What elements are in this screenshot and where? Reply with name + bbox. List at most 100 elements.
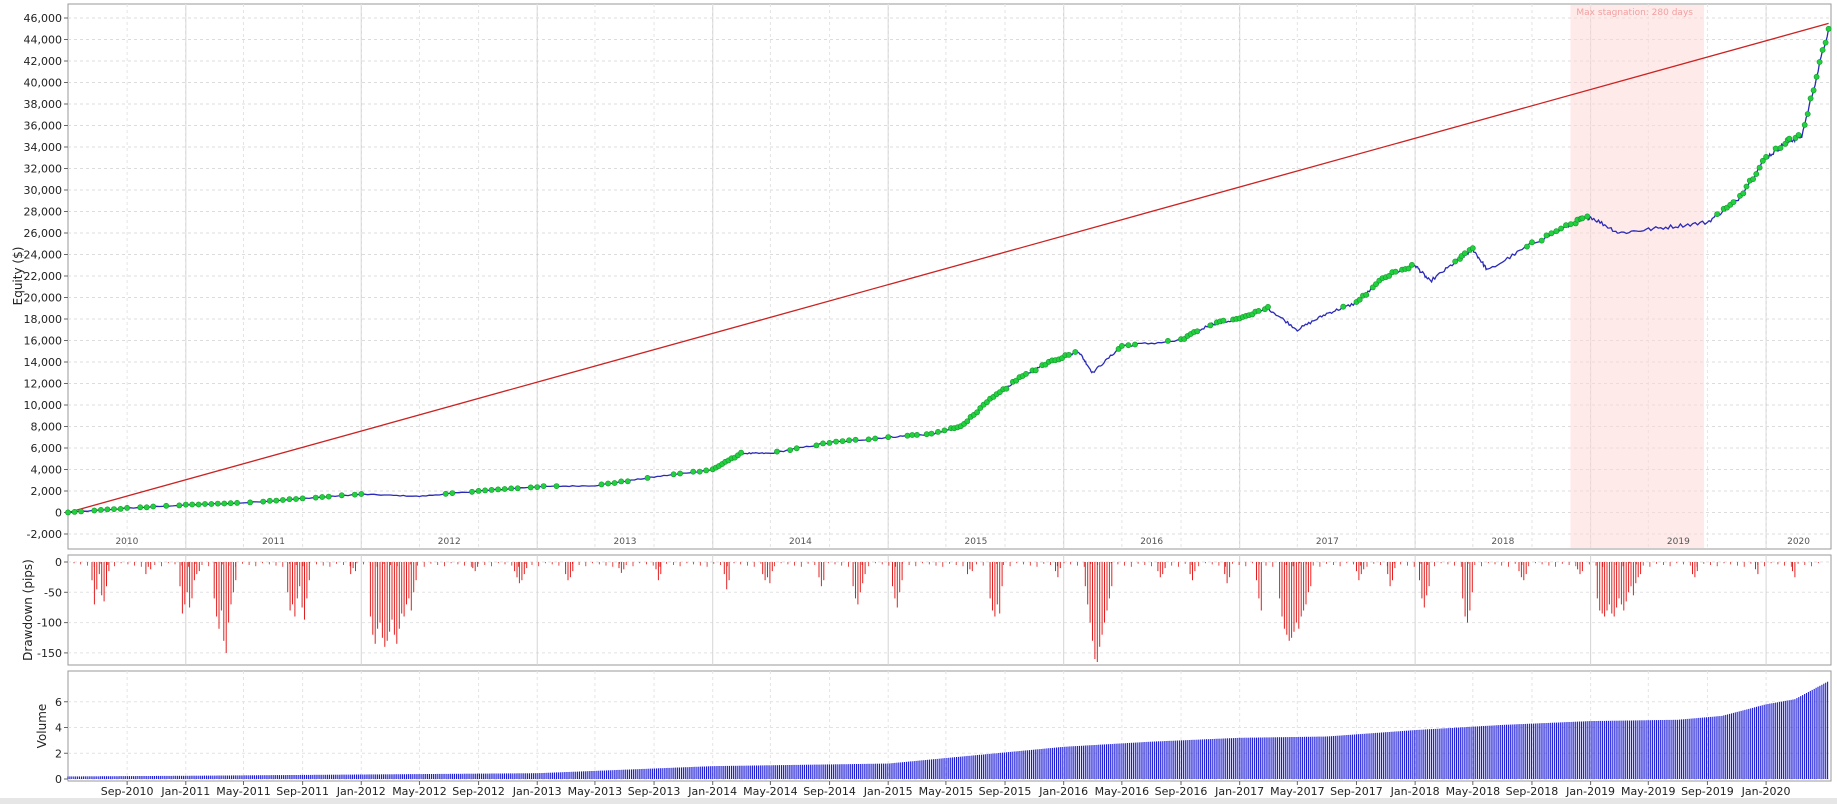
new-high-marker — [293, 496, 299, 502]
equity-y-axis-label: Equity ($) — [11, 247, 25, 306]
equity-tick-label: 42,000 — [24, 55, 63, 68]
month-tick-label: Jan-2011 — [160, 785, 210, 798]
new-high-marker — [1819, 47, 1826, 53]
volume-tick-label: 2 — [55, 747, 62, 760]
year-label: 2016 — [1140, 537, 1163, 547]
new-high-marker — [482, 487, 488, 494]
new-high-marker — [644, 474, 651, 481]
new-high-marker — [1392, 268, 1399, 275]
month-tick-label: May-2012 — [392, 785, 447, 798]
new-high-marker — [1538, 237, 1545, 244]
new-high-marker — [1409, 261, 1415, 268]
new-high-marker — [98, 506, 104, 513]
equity-line — [68, 28, 1830, 514]
equity-plot-frame — [67, 3, 1832, 550]
new-high-marker — [1524, 243, 1530, 250]
new-high-marker — [1373, 281, 1379, 287]
new-high-marker — [78, 508, 84, 515]
equity-tick-label: 2,000 — [31, 485, 63, 498]
new-high-marker — [787, 447, 793, 453]
month-tick-label: May-2018 — [1446, 785, 1501, 798]
new-high-markers — [65, 25, 1832, 516]
new-high-marker — [351, 491, 358, 498]
month-tick-label: Jan-2012 — [336, 785, 386, 798]
new-high-marker — [1356, 296, 1363, 303]
drawdown-y-axis-label: Drawdown (pips) — [21, 559, 35, 661]
equity-tick-label: 46,000 — [24, 12, 63, 25]
equity-y-ticks: -2,000 0 2,000 4,000 6,000 8,000 10,000 12,000 1… — [24, 12, 68, 541]
month-x-ticks: Sep-2010 Jan-2011 May-2011 Sep-2011 Jan-2012… — [101, 781, 1791, 798]
new-high-marker — [670, 471, 677, 478]
new-high-marker — [260, 498, 267, 505]
new-high-marker — [104, 506, 111, 513]
new-high-marker — [833, 438, 839, 445]
new-high-marker — [1032, 367, 1039, 374]
equity-tick-label: 26,000 — [24, 227, 63, 240]
new-high-marker — [774, 448, 780, 455]
new-high-marker — [1786, 135, 1793, 142]
equity-panel: Max stagnation: 280 days -2,000 0 2,000 4,0… — [11, 3, 1832, 550]
new-high-marker — [1125, 342, 1132, 349]
new-high-marker — [488, 486, 495, 493]
equity-tick-label: 22,000 — [24, 270, 63, 283]
month-tick-label: Sep-2016 — [1155, 785, 1208, 798]
new-high-marker — [974, 409, 980, 416]
new-high-marker — [137, 504, 144, 511]
new-high-marker — [923, 431, 930, 438]
month-tick-label: Sep-2012 — [452, 785, 505, 798]
new-high-marker — [279, 497, 286, 503]
year-label: 2020 — [1787, 537, 1810, 547]
equity-tick-label: -2,000 — [27, 528, 62, 541]
month-tick-label: Sep-2017 — [1330, 785, 1383, 798]
new-high-marker — [1813, 73, 1820, 80]
new-high-marker — [1548, 230, 1555, 237]
window-bottom-edge — [0, 798, 1837, 804]
new-high-marker — [1563, 222, 1569, 229]
new-high-marker — [935, 428, 941, 435]
drawdown-tick-label: -150 — [37, 647, 62, 660]
new-high-marker — [508, 485, 515, 492]
new-high-marker — [202, 501, 208, 507]
new-high-marker — [163, 502, 170, 509]
new-high-marker — [1756, 164, 1763, 171]
new-high-marker — [1567, 221, 1574, 227]
new-high-marker — [1023, 370, 1029, 377]
month-tick-label: Jan-2020 — [1741, 785, 1791, 798]
equity-tick-label: 28,000 — [24, 206, 63, 219]
new-high-marker — [449, 490, 456, 496]
year-label: 2014 — [789, 537, 812, 547]
new-high-marker — [553, 483, 560, 489]
new-high-marker — [143, 504, 150, 511]
equity-tick-label: 32,000 — [24, 163, 63, 176]
volume-bars — [67, 681, 1829, 779]
year-label: 2019 — [1667, 537, 1690, 547]
new-high-marker — [91, 507, 98, 514]
new-high-marker — [1132, 341, 1138, 348]
month-tick-label: Jan-2017 — [1214, 785, 1264, 798]
drawdown-bars — [73, 562, 1819, 662]
equity-tick-label: 34,000 — [24, 141, 63, 154]
month-tick-label: May-2016 — [1095, 785, 1150, 798]
new-high-marker — [1777, 145, 1784, 151]
new-high-marker — [1763, 153, 1769, 160]
equity-tick-label: 38,000 — [24, 98, 63, 111]
new-high-marker — [1801, 122, 1808, 128]
new-high-marker — [534, 484, 541, 490]
new-high-marker — [914, 431, 920, 438]
new-high-marker — [1795, 132, 1802, 138]
year-label: 2015 — [964, 537, 987, 547]
drawdown-grid — [68, 555, 1831, 665]
new-high-marker — [325, 493, 332, 500]
month-tick-label: May-2014 — [743, 785, 798, 798]
new-high-marker — [1452, 258, 1459, 265]
new-high-marker — [1804, 111, 1811, 117]
new-high-marker — [1363, 291, 1370, 298]
new-high-marker — [1740, 190, 1747, 197]
new-high-marker — [909, 432, 916, 438]
volume-tick-label: 6 — [55, 696, 62, 709]
new-high-marker — [1207, 322, 1214, 329]
new-high-marker — [703, 467, 710, 474]
equity-tick-label: 24,000 — [24, 249, 63, 262]
new-high-marker — [1553, 228, 1560, 235]
